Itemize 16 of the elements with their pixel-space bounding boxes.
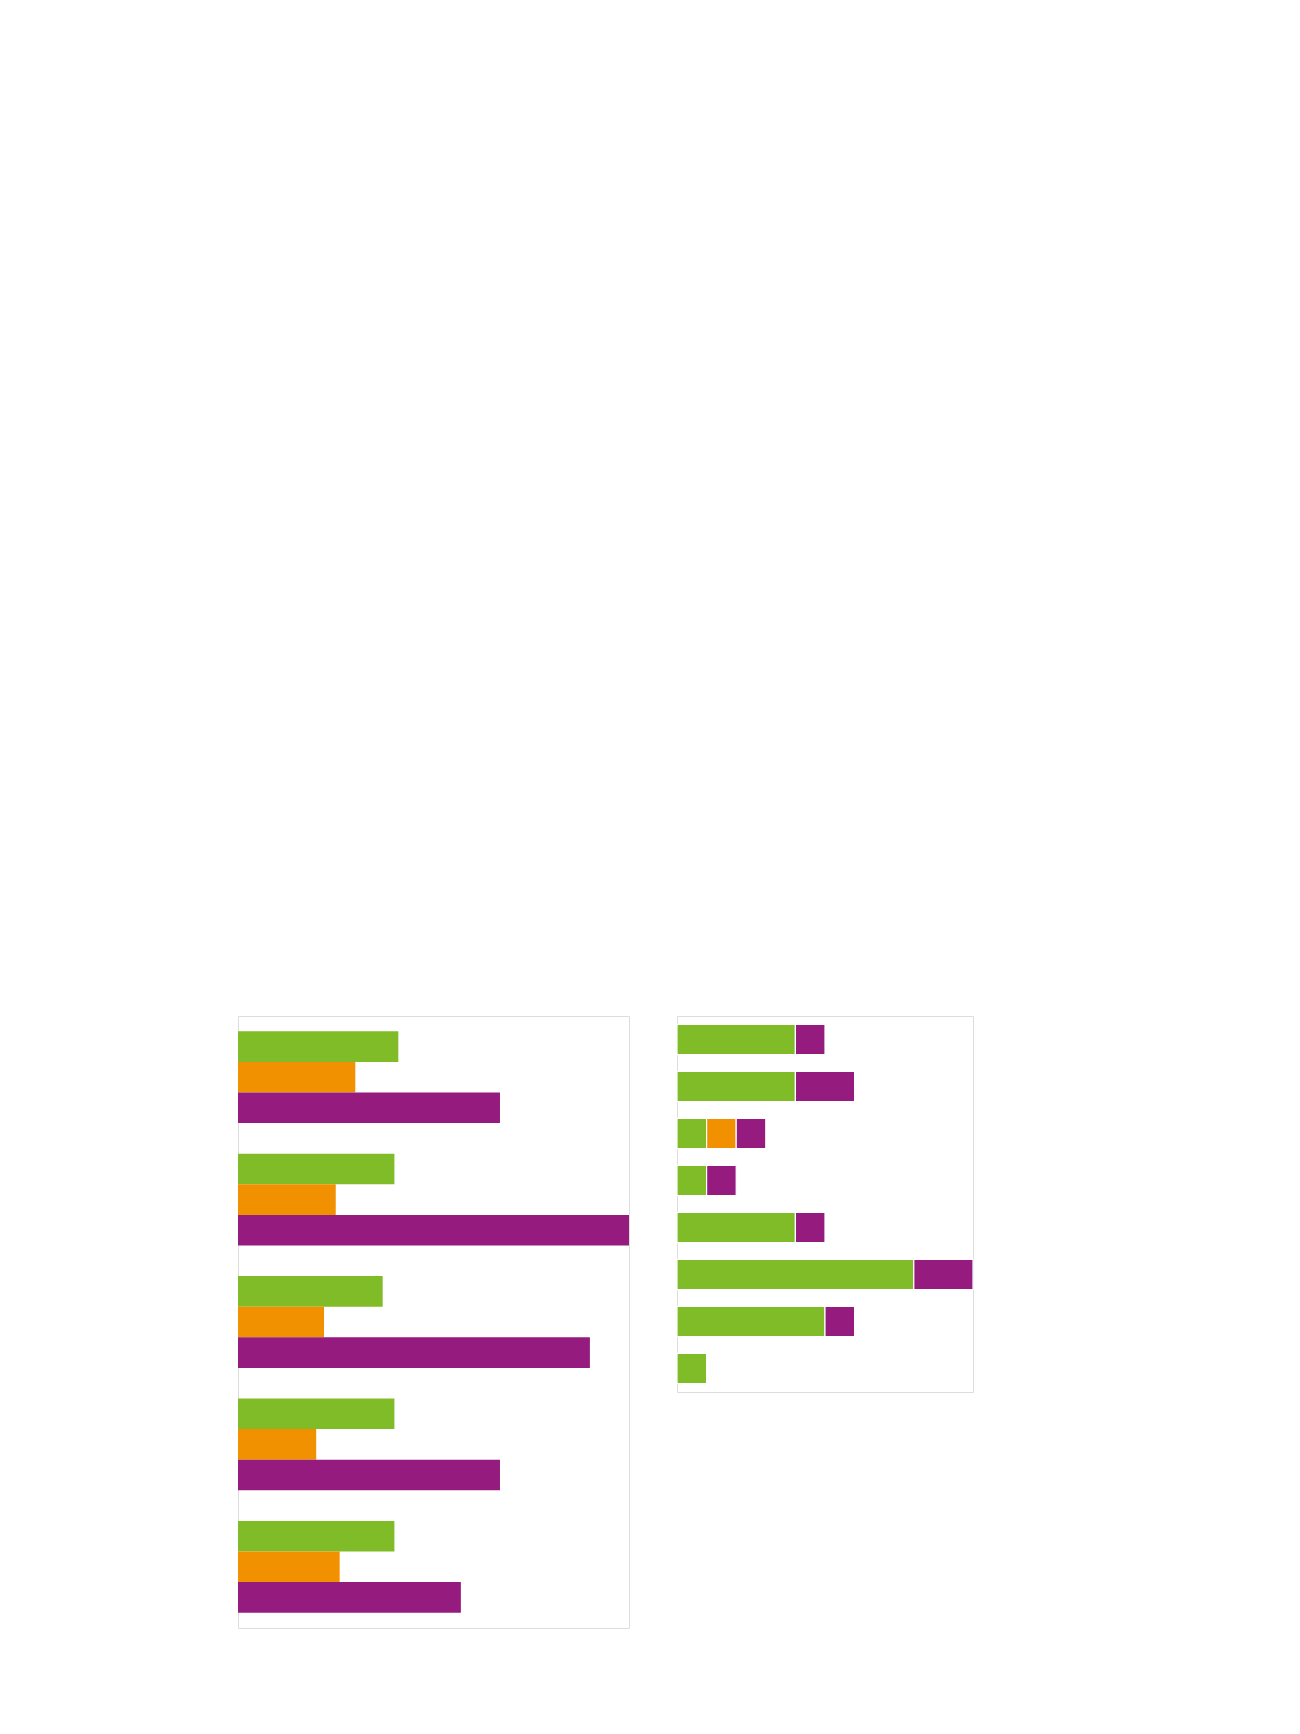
bar	[238, 1520, 395, 1552]
bar	[238, 1031, 399, 1062]
bar	[676, 1352, 708, 1385]
bar	[238, 1276, 383, 1307]
bar	[238, 1306, 325, 1338]
bar	[238, 1337, 590, 1368]
bar	[238, 1551, 340, 1583]
bar	[238, 1214, 629, 1246]
bar	[238, 1184, 336, 1215]
bar	[238, 1398, 395, 1430]
bar	[238, 1061, 356, 1093]
bar	[238, 1582, 461, 1613]
bar	[238, 1459, 500, 1491]
bar	[238, 1429, 317, 1460]
bar	[238, 1153, 395, 1185]
bar	[238, 1092, 500, 1124]
